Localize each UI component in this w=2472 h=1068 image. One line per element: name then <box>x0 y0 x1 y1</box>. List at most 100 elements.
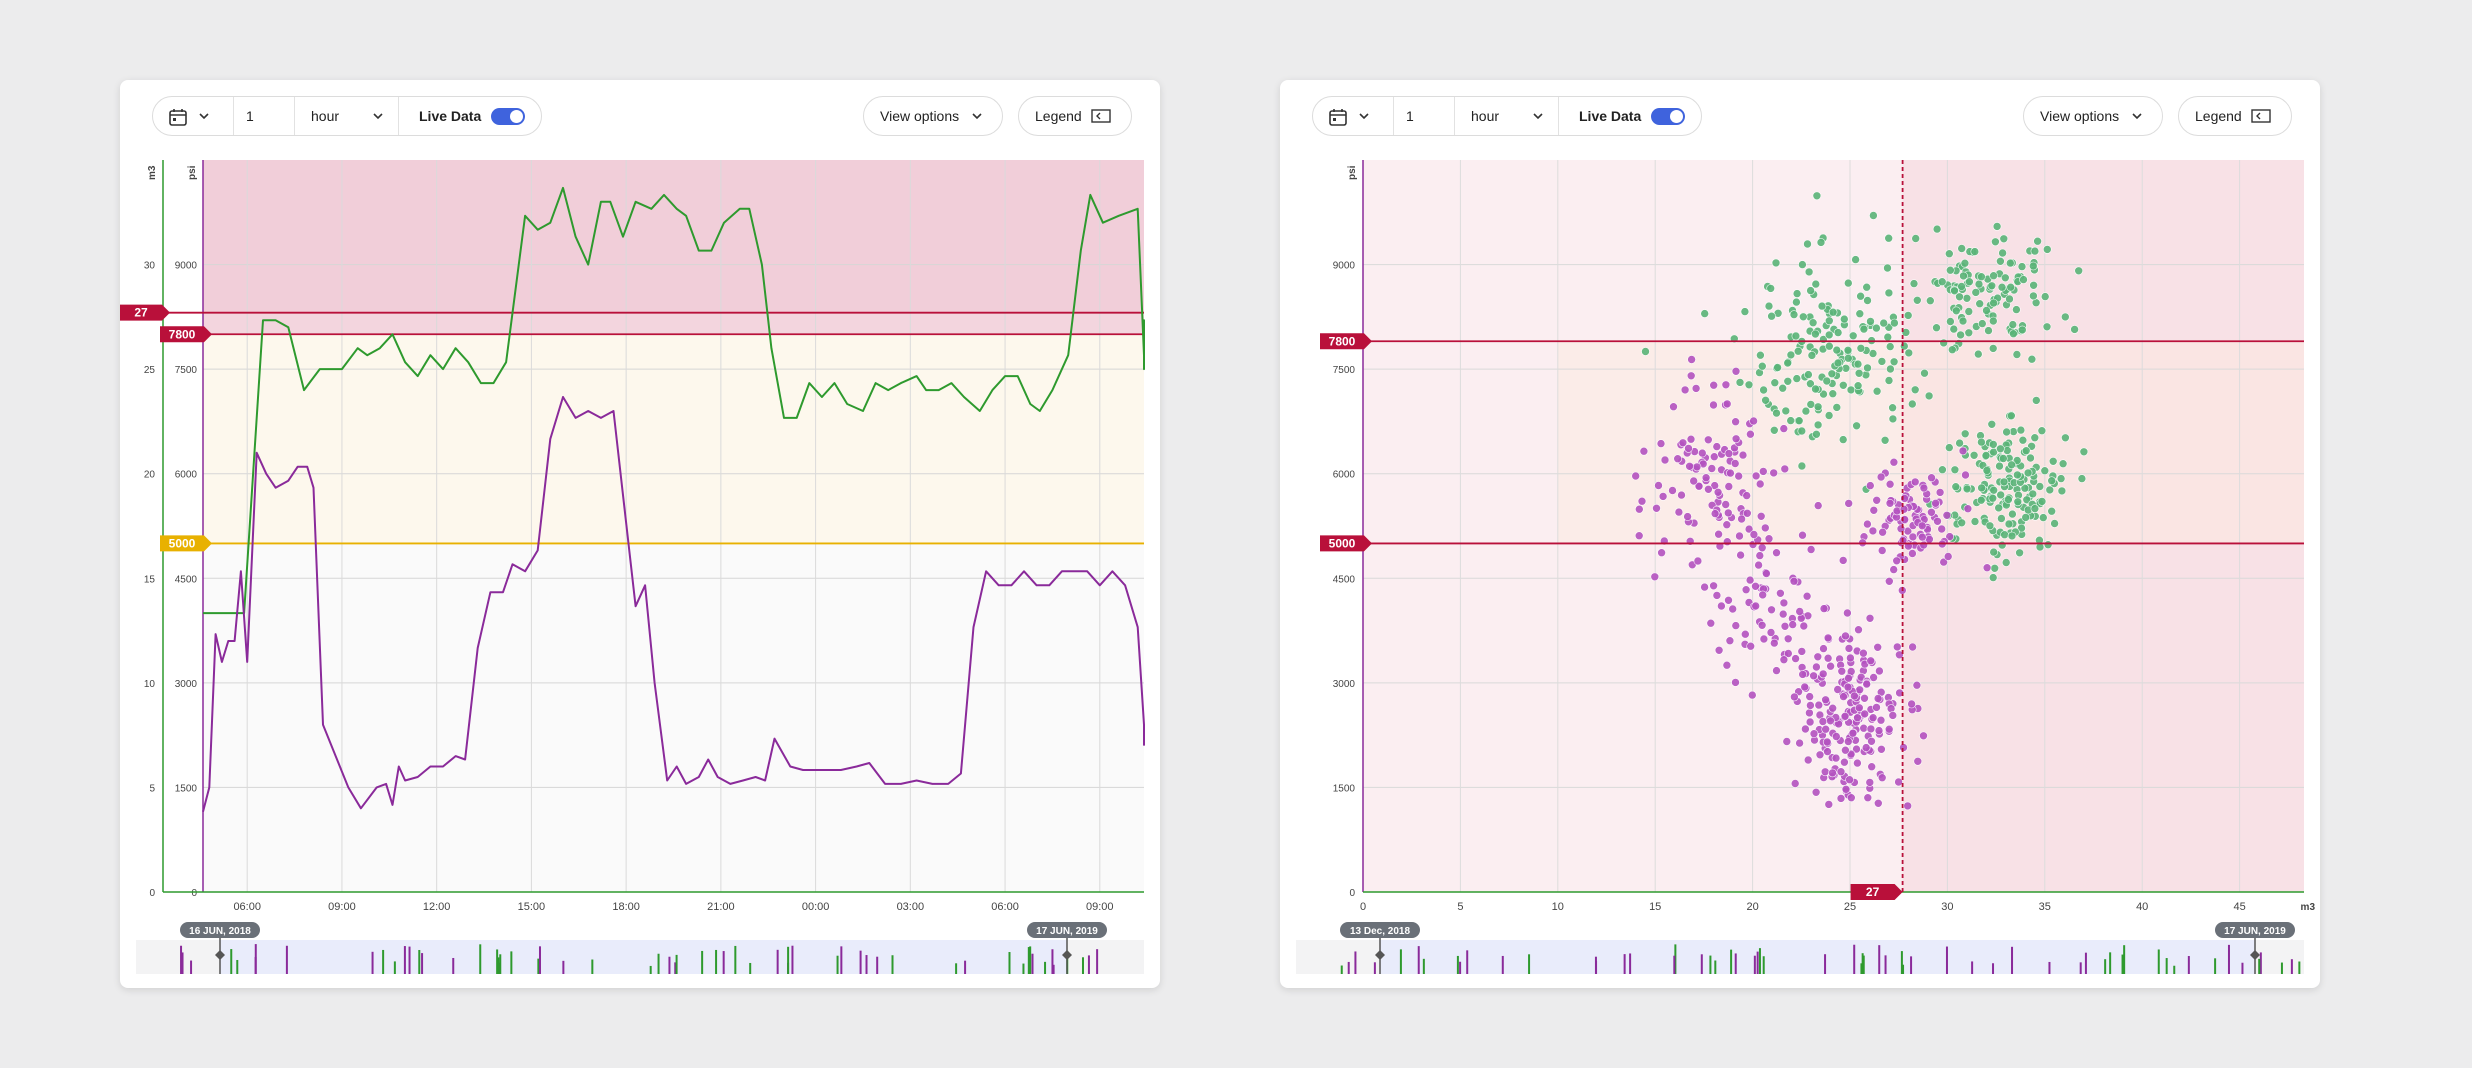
scatter-point <box>1776 588 1785 598</box>
scatter-point <box>1963 504 1973 514</box>
scatter-point <box>1804 267 1814 277</box>
scatter-point <box>1782 737 1792 746</box>
scatter-point <box>1823 653 1833 663</box>
timeline-event-bar <box>180 945 183 974</box>
scatter-point <box>1714 529 1723 539</box>
scatter-point <box>2004 495 2013 504</box>
scatter-point <box>1850 691 1859 701</box>
timeline-event-bar <box>2280 962 2283 974</box>
scatter-point <box>1872 386 1882 396</box>
scatter-point <box>1762 569 1771 578</box>
scatter-point <box>1684 444 1693 453</box>
scatter-point <box>1780 621 1790 631</box>
timeline-end-label: 17 JUN, 2019 <box>1036 926 1098 937</box>
x-tick-label: 18:00 <box>612 901 640 913</box>
interval-value-input[interactable]: 1 <box>1393 97 1455 135</box>
scatter-point <box>1755 551 1765 560</box>
scatter-point <box>2028 261 2038 271</box>
scatter-point <box>1888 711 1898 720</box>
scatter-chart[interactable]: 0 1500 3000 4500 6000 7500 9000 0 5 10 15 20 25 30 35 4… <box>1280 80 2320 988</box>
scatter-point <box>1714 645 1724 655</box>
badge-bg <box>2215 922 2295 938</box>
scatter-point <box>1907 399 1917 409</box>
scatter-point <box>1947 345 1957 355</box>
scatter-point <box>2005 258 2015 268</box>
live-data-toggle[interactable] <box>1651 108 1685 125</box>
scatter-point <box>1654 481 1663 490</box>
scatter-point <box>1977 483 1986 493</box>
timeline-event-bar <box>2241 962 2244 974</box>
timeline-event-bar <box>236 959 239 974</box>
view-options-button[interactable]: View options <box>863 96 1003 136</box>
scatter-point <box>1865 778 1875 787</box>
timeline-event-bar <box>1096 949 1099 974</box>
scatter-point <box>1852 421 1861 431</box>
timeline-event-bar <box>538 946 541 974</box>
chevron-down-icon[interactable] <box>199 112 209 120</box>
threshold-flag: 27 <box>1850 884 1903 900</box>
legend-button[interactable]: Legend <box>1018 96 1132 136</box>
scatter-point <box>1751 601 1761 611</box>
timeline-event-bar <box>2298 961 2301 974</box>
scatter-point <box>2020 483 2030 493</box>
interval-unit-select[interactable]: hour <box>1455 97 1559 135</box>
line-chart[interactable]: 0 1500 3000 4500 6000 7500 9000 0 5 10 15 20 25 30 06:… <box>120 80 1160 988</box>
timeline-event-bar <box>371 951 374 974</box>
legend-button[interactable]: Legend <box>2178 96 2292 136</box>
scatter-point <box>1759 634 1769 644</box>
scatter-point <box>2077 474 2087 483</box>
scatter-point <box>1877 357 1887 366</box>
scatter-point <box>1869 673 1878 682</box>
calendar-icon[interactable] <box>1329 108 1347 126</box>
scatter-point <box>1689 476 1699 486</box>
timeline-end-badge: 17 JUN, 2019 <box>2215 922 2295 938</box>
scatter-point <box>1872 495 1882 505</box>
scatter-point <box>1740 307 1750 316</box>
scatter-point <box>1824 341 1834 351</box>
scatter-point <box>1772 408 1781 418</box>
y-tick-label: 3000 <box>1333 679 1356 690</box>
scatter-point <box>1957 282 1966 291</box>
timeline-event-bar <box>776 949 779 974</box>
scatter-point <box>1737 514 1746 524</box>
scatter-point <box>1910 477 1920 487</box>
chevron-down-icon[interactable] <box>1359 112 1369 120</box>
scatter-point <box>1769 638 1779 648</box>
scatter-point <box>1766 284 1776 293</box>
scatter-point <box>1700 309 1710 318</box>
scatter-point <box>1853 713 1862 723</box>
timeline-event-bar <box>421 953 424 974</box>
timeline-event-bar <box>891 955 894 974</box>
scatter-point <box>1639 446 1649 456</box>
scatter-point <box>1843 278 1853 288</box>
scatter-point <box>1815 750 1825 760</box>
scatter-point <box>1970 517 1980 526</box>
scatter-point <box>1778 383 1788 393</box>
scatter-point <box>1707 464 1717 473</box>
scatter-point <box>1709 581 1718 591</box>
scatter-point <box>1873 798 1883 808</box>
timeline-event-bar <box>181 952 184 974</box>
calendar-icon[interactable] <box>169 108 187 126</box>
y-axis-label-m3: m3 <box>147 165 158 180</box>
timeline-event-bar <box>408 946 411 974</box>
scatter-point <box>1794 416 1804 426</box>
scatter-point <box>1988 344 1998 353</box>
scatter-point <box>1843 737 1853 746</box>
timeline-event-bar <box>876 956 879 974</box>
scatter-point <box>1878 527 1887 537</box>
scatter-point <box>1939 557 1949 567</box>
scatter-point <box>1997 514 2006 523</box>
interval-value-input[interactable]: 1 <box>233 97 295 135</box>
scatter-point <box>1999 477 2009 487</box>
timeline-event-bar <box>715 949 718 974</box>
interval-unit-select[interactable]: hour <box>295 97 399 135</box>
timeline-event-bar <box>749 962 752 974</box>
live-data-toggle[interactable] <box>491 108 525 125</box>
view-options-button[interactable]: View options <box>2023 96 2163 136</box>
threshold-flag: 7800 <box>160 326 212 343</box>
scatter-point <box>1769 468 1779 478</box>
scatter-point <box>1813 402 1823 412</box>
scatter-point <box>1924 391 1934 401</box>
scatter-point <box>1803 755 1813 765</box>
